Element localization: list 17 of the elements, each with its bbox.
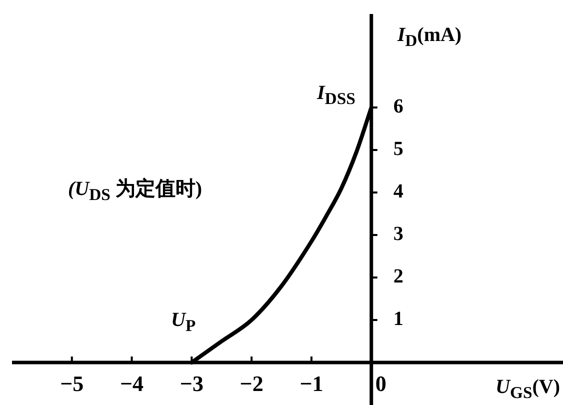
y-tick-label: 3 — [393, 223, 404, 246]
x-tick-label: −3 — [180, 371, 204, 396]
y-tick-label: 2 — [393, 266, 404, 288]
x-tick-label: −1 — [300, 371, 324, 396]
x-tick-label: 0 — [375, 371, 386, 396]
y-tick-label: 6 — [393, 96, 404, 118]
annotation: U$_{P}$ — [171, 308, 196, 336]
y-tick-label: 1 — [393, 308, 404, 330]
x-tick-label: −2 — [240, 371, 264, 396]
y-tick-label: 4 — [393, 180, 404, 203]
x-axis-title: U$_{GS}$(V) — [496, 376, 560, 404]
y-tick-label: 5 — [393, 138, 404, 160]
x-tick-label: −5 — [60, 371, 84, 396]
annotation: I$_{DSS}$ — [317, 82, 356, 110]
annotation: (U$_{DS}$ 为定值时) — [68, 178, 202, 206]
y-axis-title: I$_{D}$(mA) — [397, 24, 462, 52]
x-tick-label: −4 — [120, 371, 144, 396]
